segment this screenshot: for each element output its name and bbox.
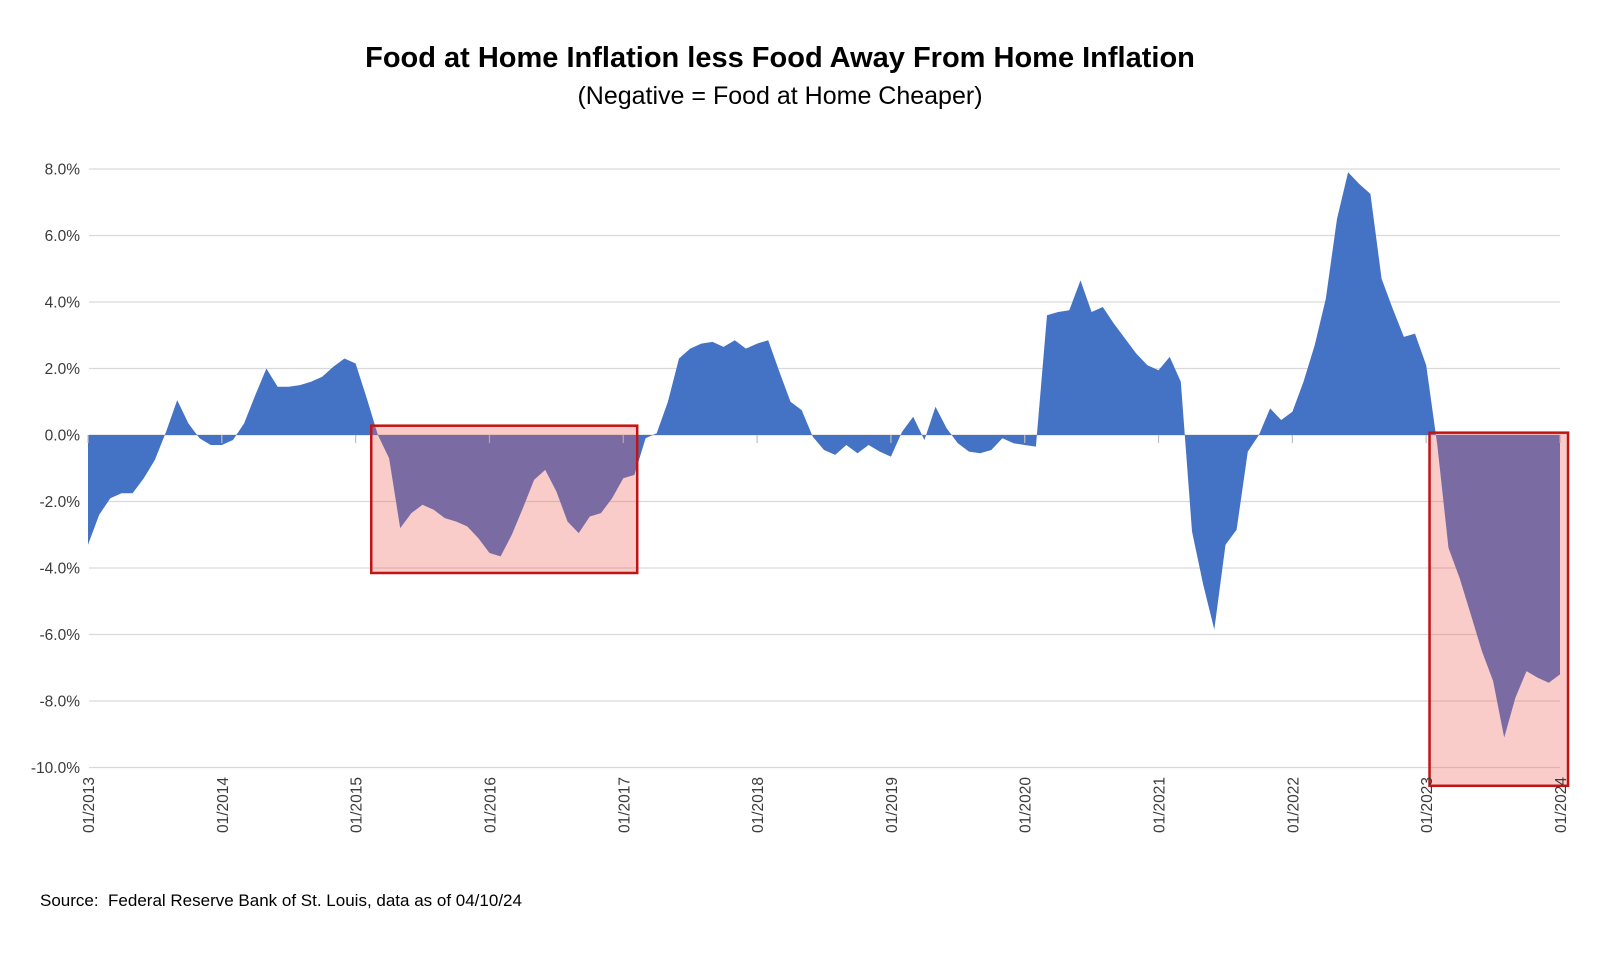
x-tick-label: 01/2020	[1018, 777, 1035, 833]
y-tick-label: -10.0%	[31, 760, 80, 777]
y-tick-label: 4.0%	[45, 295, 81, 312]
source-note: Source: Federal Reserve Bank of St. Loui…	[40, 891, 522, 910]
x-tick-label: 01/2021	[1152, 777, 1169, 833]
x-tick-label: 01/2018	[750, 777, 767, 833]
x-tick-label: 01/2024	[1553, 777, 1570, 833]
highlight-box-negative-period-2023-2024	[1428, 431, 1570, 788]
chart-subtitle: (Negative = Food at Home Cheaper)	[577, 82, 983, 110]
y-tick-label: -8.0%	[40, 694, 81, 711]
y-tick-label: -2.0%	[40, 494, 81, 511]
year-ticks	[87, 435, 1561, 443]
area-series	[88, 172, 1560, 738]
y-tick-label: 6.0%	[45, 228, 81, 245]
y-tick-label: 2.0%	[45, 361, 81, 378]
x-tick-label: 01/2019	[884, 777, 901, 833]
x-tick-label: 01/2017	[616, 777, 633, 833]
x-tick-label: 01/2016	[483, 777, 500, 833]
x-tick-label: 01/2022	[1285, 777, 1302, 833]
y-axis-labels: 8.0% 6.0% 4.0% 2.0% 0.0% -2.0% -4.0% -6.0% -8.0%…	[31, 162, 80, 778]
x-tick-label: 01/2013	[81, 777, 98, 833]
x-axis-labels: 01/2013 01/2014 01/2015 01/2016 01/2017 01/20…	[81, 777, 1570, 833]
y-tick-label: 8.0%	[45, 162, 81, 179]
y-tick-label: -6.0%	[40, 627, 81, 644]
x-tick-label: 01/2014	[215, 777, 232, 833]
highlight-box-negative-period-2015-2017	[369, 424, 639, 575]
x-tick-label: 01/2015	[349, 777, 366, 833]
y-tick-label: 0.0%	[45, 428, 81, 445]
x-tick-label: 01/2023	[1419, 777, 1436, 833]
y-tick-label: -4.0%	[40, 561, 81, 578]
chart-title: Food at Home Inflation less Food Away Fr…	[365, 42, 1195, 74]
